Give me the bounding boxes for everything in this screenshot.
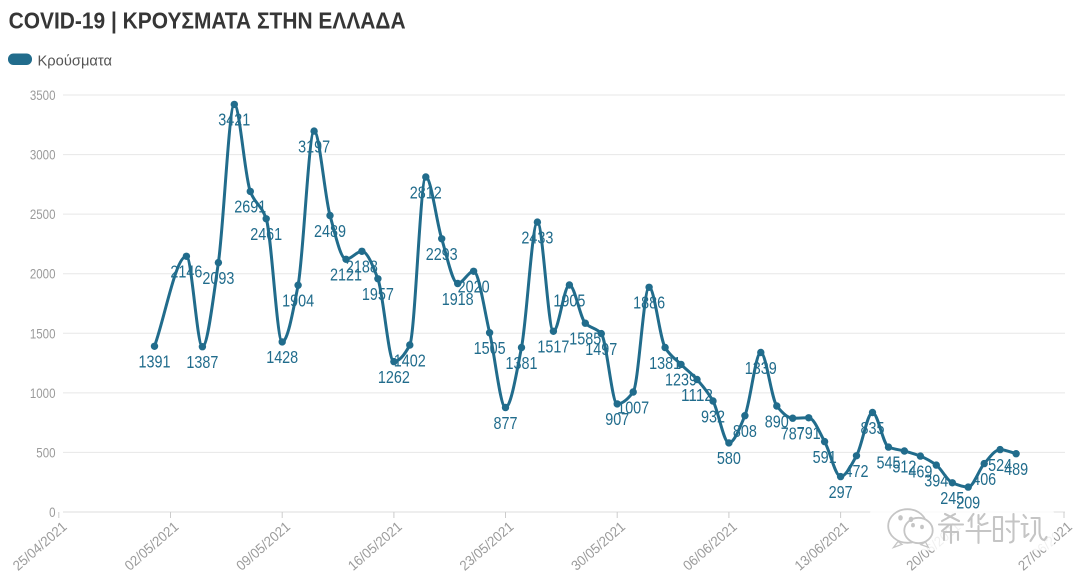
svg-text:2293: 2293	[426, 244, 458, 264]
svg-text:472: 472	[845, 461, 869, 481]
svg-text:512: 512	[892, 456, 916, 476]
svg-text:808: 808	[733, 421, 757, 441]
svg-text:297: 297	[829, 482, 853, 502]
svg-text:1112: 1112	[681, 385, 713, 405]
svg-text:1381: 1381	[649, 353, 681, 373]
svg-text:0: 0	[49, 504, 56, 520]
svg-text:877: 877	[494, 413, 518, 433]
svg-text:1387: 1387	[186, 352, 218, 372]
svg-text:2691: 2691	[234, 197, 266, 217]
svg-text:907: 907	[605, 409, 629, 429]
svg-text:1391: 1391	[139, 352, 171, 372]
svg-text:Κρούσματα: Κρούσματα	[38, 53, 113, 70]
svg-text:932: 932	[701, 406, 725, 426]
svg-text:3421: 3421	[218, 110, 250, 130]
svg-text:1904: 1904	[282, 291, 314, 311]
svg-text:2093: 2093	[202, 268, 234, 288]
svg-text:1918: 1918	[442, 289, 474, 309]
svg-text:787: 787	[781, 424, 805, 444]
svg-text:3197: 3197	[298, 136, 330, 156]
svg-text:469: 469	[908, 461, 932, 481]
svg-text:394: 394	[924, 470, 948, 490]
svg-text:2489: 2489	[314, 221, 346, 241]
svg-text:2500: 2500	[30, 206, 56, 222]
svg-text:2461: 2461	[250, 224, 282, 244]
svg-text:1007: 1007	[617, 397, 649, 417]
svg-text:1505: 1505	[474, 338, 506, 358]
svg-text:3500: 3500	[30, 87, 56, 103]
svg-text:890: 890	[765, 411, 789, 431]
svg-text:1500: 1500	[30, 325, 56, 341]
svg-text:1381: 1381	[506, 353, 538, 373]
svg-text:1905: 1905	[553, 290, 585, 310]
svg-text:1402: 1402	[394, 350, 426, 370]
svg-text:209: 209	[956, 492, 980, 512]
svg-text:2433: 2433	[521, 227, 553, 247]
svg-text:2121: 2121	[330, 265, 362, 285]
svg-text:791: 791	[797, 423, 821, 443]
svg-text:1428: 1428	[266, 347, 298, 367]
svg-text:1000: 1000	[30, 385, 56, 401]
svg-text:1886: 1886	[633, 293, 665, 313]
svg-text:1239: 1239	[665, 370, 697, 390]
svg-text:2146: 2146	[170, 262, 202, 282]
svg-text:3000: 3000	[30, 147, 56, 163]
svg-text:1262: 1262	[378, 367, 410, 387]
svg-text:545: 545	[877, 452, 901, 472]
svg-text:2020: 2020	[458, 277, 490, 297]
svg-text:1497: 1497	[585, 339, 617, 359]
svg-text:580: 580	[717, 448, 741, 468]
svg-text:1517: 1517	[537, 337, 569, 357]
svg-text:489: 489	[1004, 459, 1028, 479]
svg-text:524: 524	[988, 455, 1012, 475]
svg-text:1957: 1957	[362, 284, 394, 304]
svg-text:406: 406	[972, 469, 996, 489]
svg-text:500: 500	[36, 444, 55, 460]
svg-text:2812: 2812	[410, 182, 442, 202]
svg-text:245: 245	[940, 488, 964, 508]
svg-text:2000: 2000	[30, 266, 56, 282]
svg-text:COVID-19 | ΚΡΟΥΣΜΑΤΑ ΣΤΗΝ ΕΛΛΑ: COVID-19 | ΚΡΟΥΣΜΑΤΑ ΣΤΗΝ ΕΛΛΑΔΑ	[9, 8, 406, 34]
svg-text:1339: 1339	[745, 358, 777, 378]
svg-text:835: 835	[861, 418, 885, 438]
svg-text:1585: 1585	[569, 329, 601, 349]
svg-text:2188: 2188	[346, 257, 378, 277]
svg-text:591: 591	[813, 447, 837, 467]
